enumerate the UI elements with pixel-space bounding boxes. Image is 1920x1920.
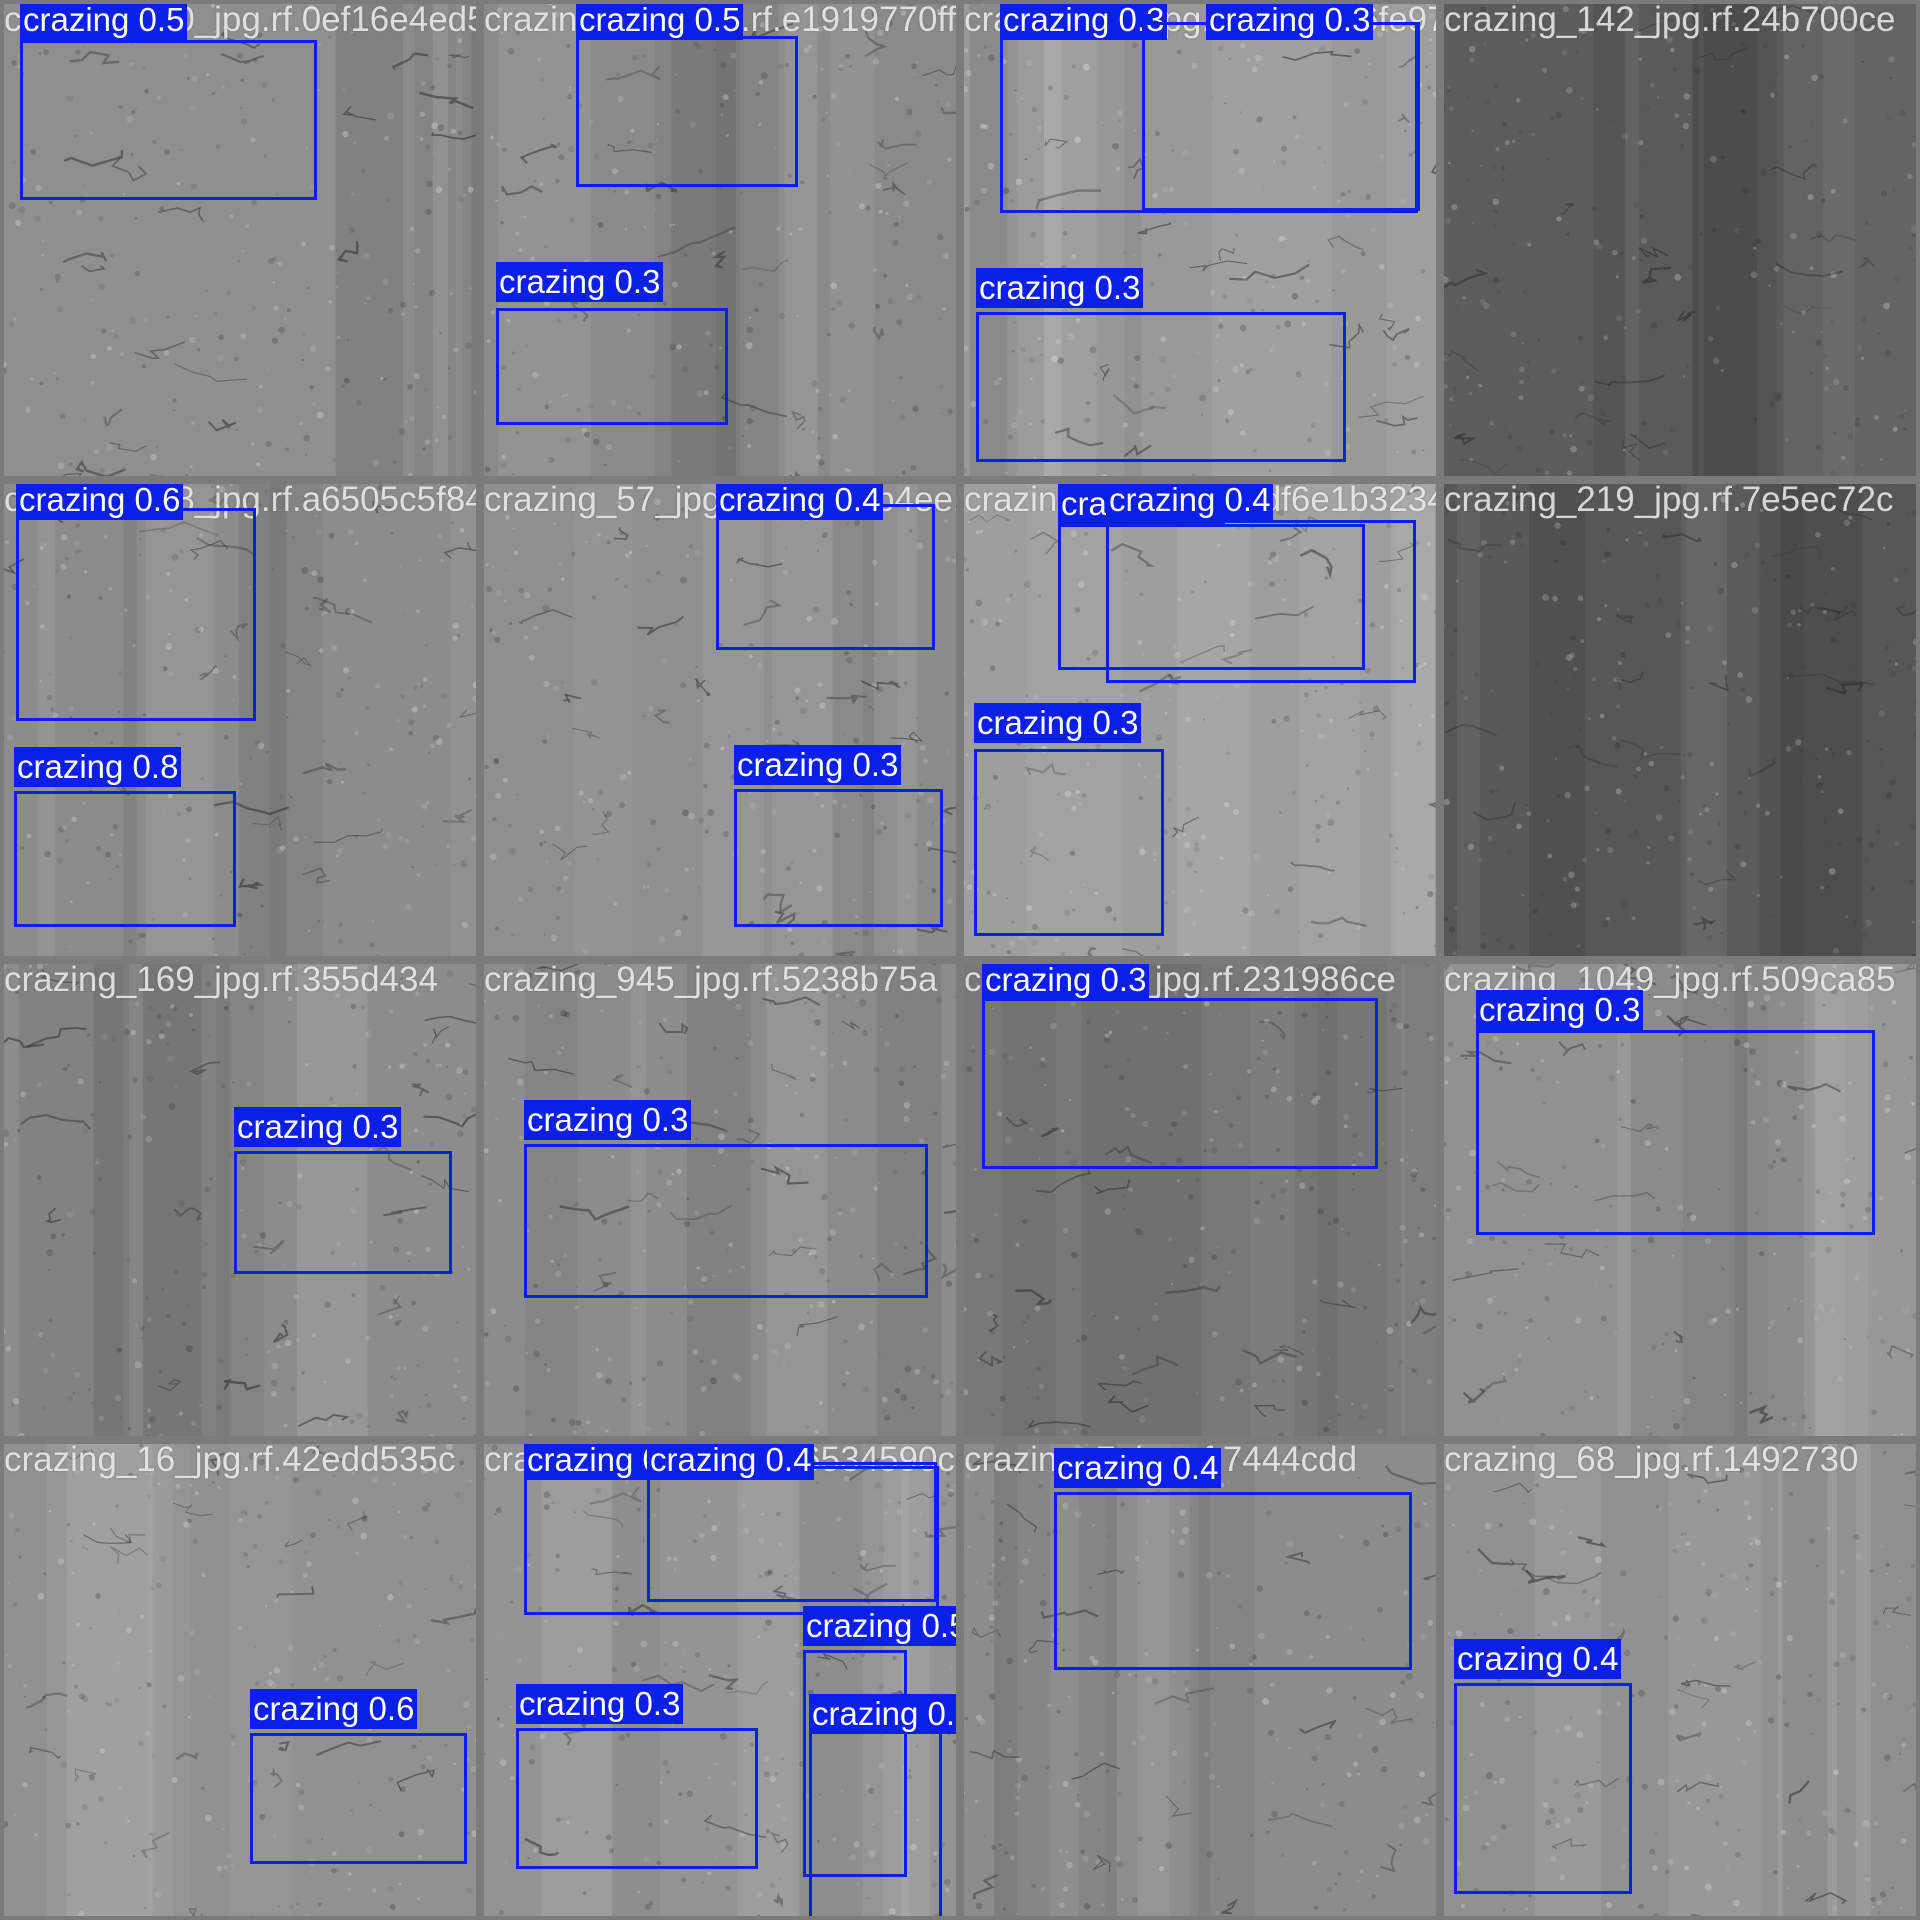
steel-surface-image (0, 960, 480, 1440)
detection-box (803, 1650, 907, 1877)
detection-label: crazing 0.4 (716, 480, 884, 520)
detection-box (576, 36, 798, 187)
detection-label: crazing 0.4 (647, 1440, 815, 1480)
detection-label: crazing 0.4 (1106, 480, 1274, 520)
detection-box (1142, 22, 1420, 211)
detection-label: crazing 0.3 (809, 1694, 960, 1734)
steel-surface-image (480, 0, 960, 480)
detection-label: crazing 0.5 (20, 0, 188, 40)
image-tile: crazing_57_jpg.rf.8c26c4b4ee1crazing 0.4… (480, 480, 960, 960)
detection-label: crazing 0.3 (234, 1107, 402, 1147)
detection-box (524, 1144, 928, 1298)
detection-box (1058, 524, 1365, 670)
image-tile: crazing_82_jpg.rf.1e6534590c6crazing 0.4… (480, 1440, 960, 1920)
detection-box (809, 1716, 942, 1920)
detection-label: crazing 0.3 (974, 703, 1142, 743)
image-tile: crazing_7_jpg.rf.7444cddcrazing 0.4 (960, 1440, 1440, 1920)
steel-surface-image (480, 480, 960, 960)
steel-surface-image (960, 960, 1440, 1440)
image-tile: crazing_219_jpg.rf.7e5ec72c (1440, 480, 1920, 960)
detection-label: crazing 0.5 (803, 1606, 960, 1646)
steel-surface-image (0, 480, 480, 960)
detection-box (976, 312, 1346, 462)
detection-label: crazing 0.6 (250, 1689, 418, 1729)
detection-box (14, 791, 236, 927)
steel-surface-image (960, 0, 1440, 480)
image-filename: crazing_68_jpg.rf.1492730 (1444, 1440, 1859, 1479)
detection-box (1454, 1683, 1632, 1894)
detection-box (1476, 1030, 1875, 1235)
detection-box (647, 1462, 937, 1602)
detection-label: crazing 0.3 (982, 960, 1150, 1000)
image-tile: crazing_50_jpg.rf.4df6e1b32341b2fbe21ccr… (960, 480, 1440, 960)
steel-surface-image (1440, 480, 1920, 960)
image-tile: crazing_142_jpg.rf.24b700ce (1440, 0, 1920, 480)
image-filename: crazing_945_jpg.rf.5238b75a (484, 960, 938, 999)
steel-surface-image (480, 960, 960, 1440)
image-tile: crazing_1049_jpg.rf.509ca85 crazing 0.3 (1440, 960, 1920, 1440)
detection-box (1054, 1492, 1412, 1670)
image-filename: crazing_16_jpg.rf.42edd535c (4, 1440, 456, 1479)
steel-surface-image (480, 1440, 960, 1920)
image-tile: crazing_77_jpg.rf.0a7d3d6fe9791ca212bcdc… (960, 0, 1440, 480)
steel-surface-image (0, 1440, 480, 1920)
image-tile: crazing_24_jpg.rf.231986ce crazing 0.3 (960, 960, 1440, 1440)
steel-surface-image (1440, 0, 1920, 480)
detection-box (982, 998, 1378, 1169)
detection-box (496, 308, 728, 425)
steel-surface-image (960, 1440, 1440, 1920)
image-tile: crazing_170_jpg.rf.e1919770ff6crazing 0.… (480, 0, 960, 480)
image-tile: crazing_160_jpg.rf.0ef16e4ed528fb10770ff… (0, 0, 480, 480)
detection-box (974, 749, 1164, 936)
detection-label: crazing 0.3 (1206, 0, 1374, 40)
detection-label: crazing 0.3 (1476, 990, 1644, 1030)
image-tile: crazing_168_jpg.rf.a6505c5f845f00a7e9cra… (0, 480, 480, 960)
steel-surface-image (1440, 1440, 1920, 1920)
detection-label: crazing 0.6 (16, 480, 184, 520)
detection-label: crazing 0.5 (576, 0, 744, 40)
detection-box (716, 504, 935, 650)
detection-label: crazing 0.3 (524, 1100, 692, 1140)
detection-box (20, 40, 317, 200)
detection-label: crazing 0.3 (976, 268, 1144, 308)
detection-box (16, 508, 256, 721)
detection-label: crazing 0.8 (14, 747, 182, 787)
detection-label: crazing 0.3 (496, 262, 664, 302)
detection-label: crazing 0.4 (1454, 1639, 1622, 1679)
image-filename: crazing_219_jpg.rf.7e5ec72c (1444, 480, 1894, 519)
detection-label: crazing 0.3 (734, 745, 902, 785)
image-filename: crazing_142_jpg.rf.24b700ce (1444, 0, 1896, 39)
detection-label: crazing 0.3 (1000, 0, 1168, 40)
image-filename: crazing_169_jpg.rf.355d434 (4, 960, 438, 999)
steel-surface-image (1440, 960, 1920, 1440)
steel-surface-image (0, 0, 480, 480)
detection-label: crazing 0.3 (516, 1684, 684, 1724)
detection-label: crazing 0.4 (1054, 1448, 1222, 1488)
detection-box (516, 1728, 758, 1869)
detection-box (734, 789, 943, 927)
detection-box (250, 1733, 467, 1864)
detection-box (1106, 520, 1416, 683)
detection-box (234, 1151, 452, 1274)
